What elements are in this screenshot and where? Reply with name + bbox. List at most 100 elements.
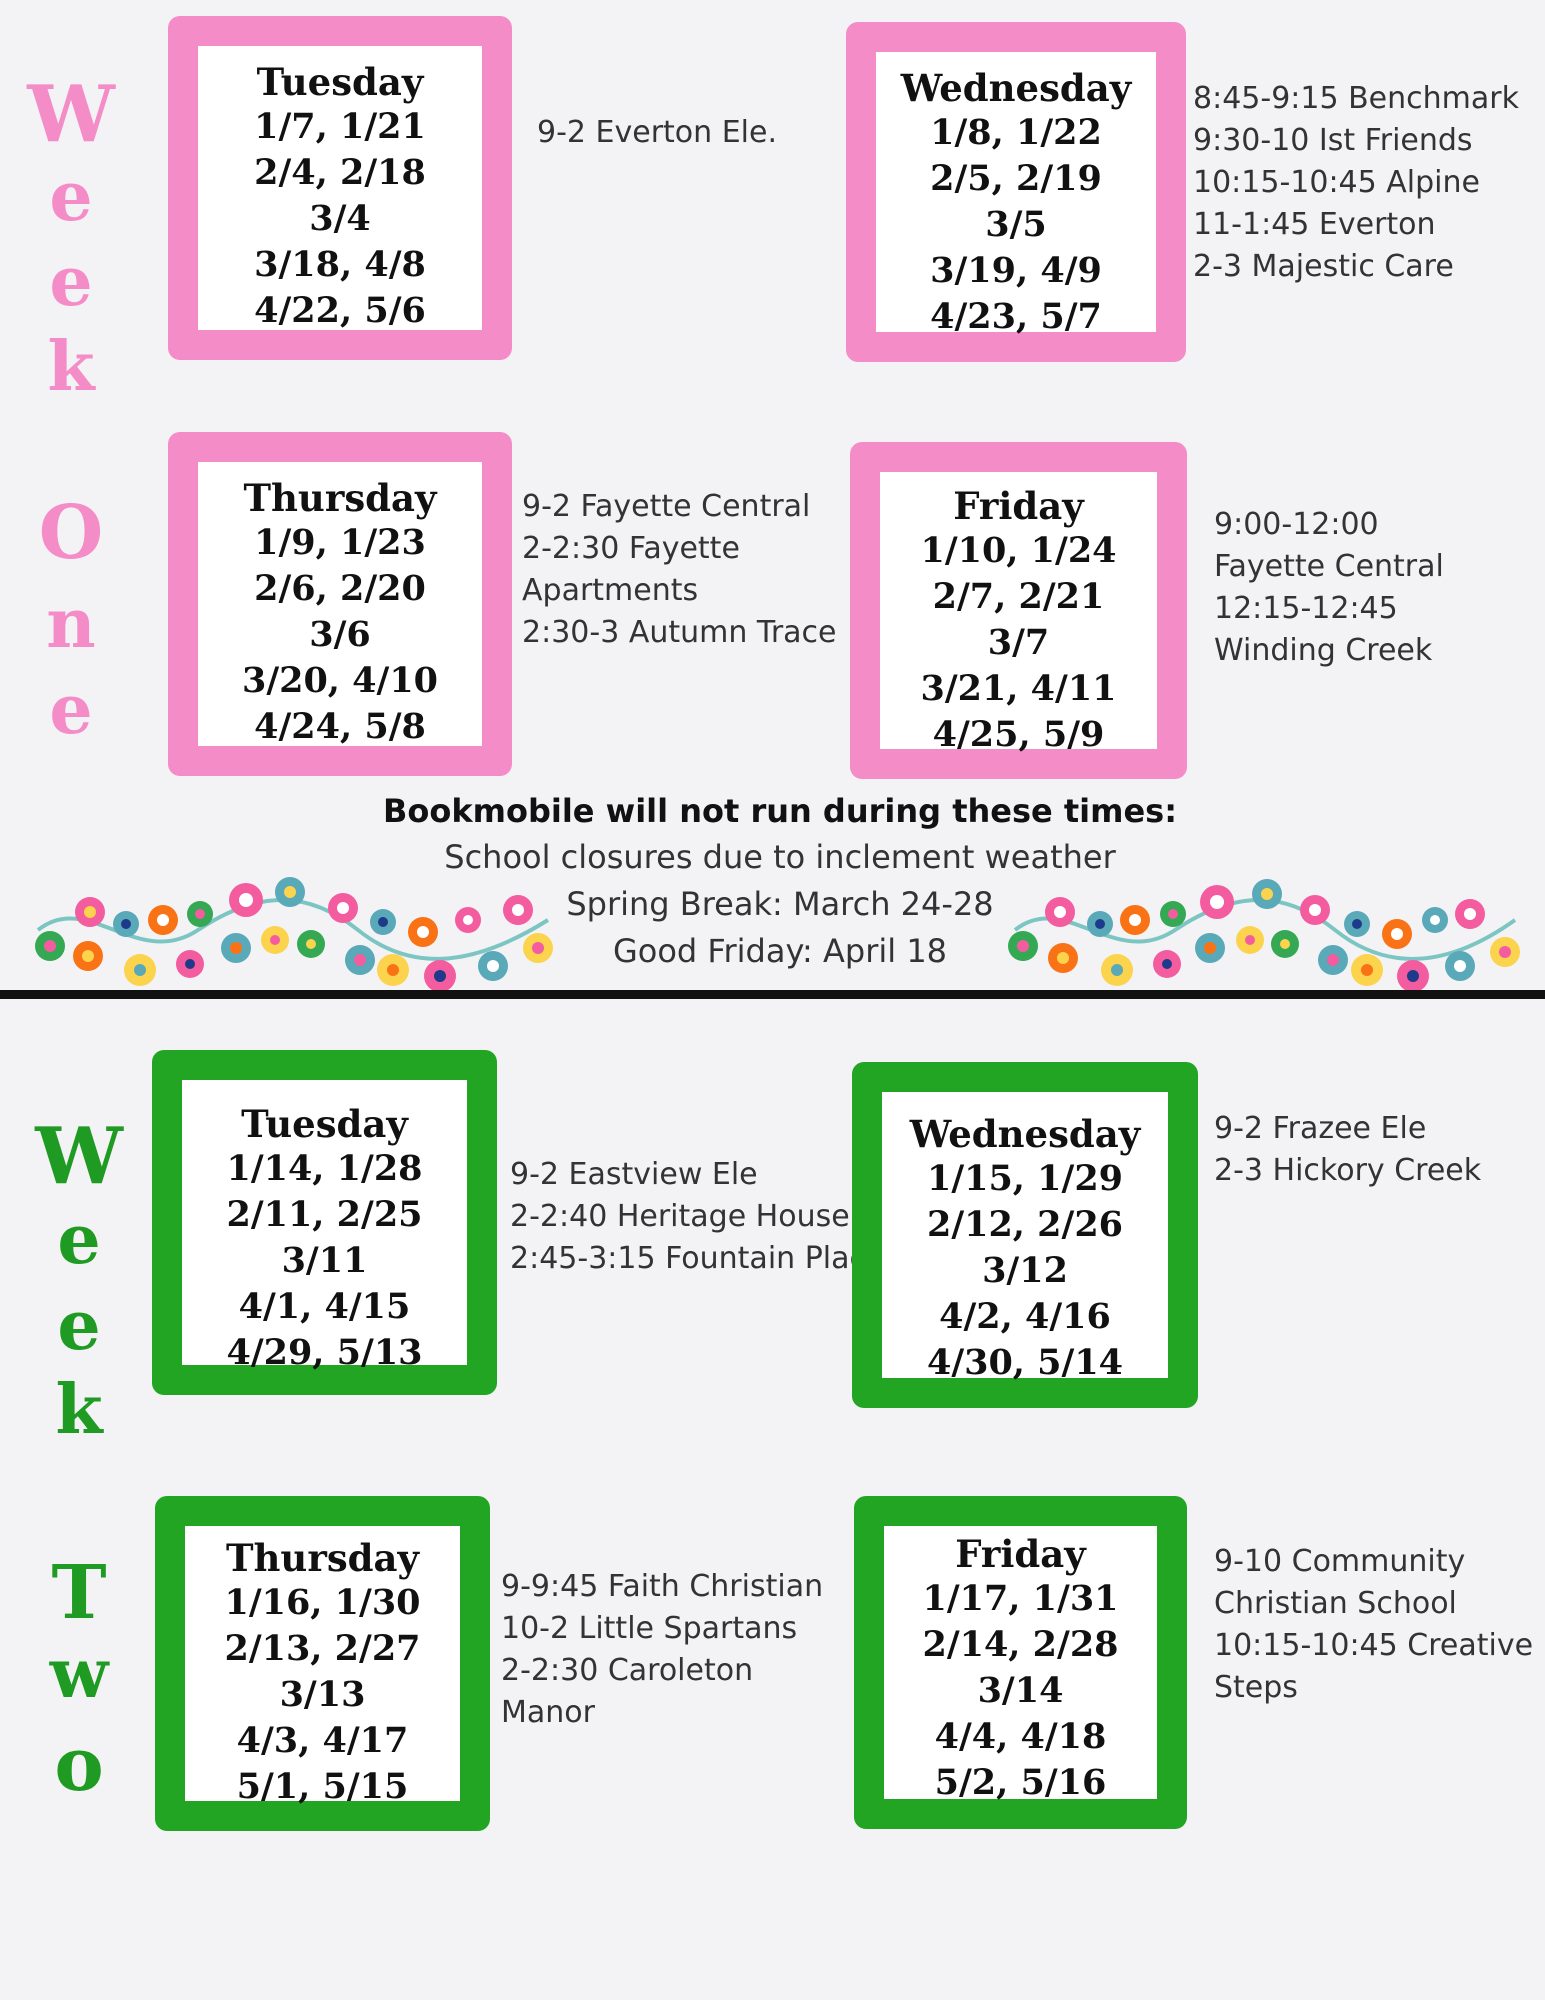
- date-line: 3/6: [309, 614, 371, 655]
- week-two-friday-schedule: 9-10 Community Christian School 10:15-10…: [1214, 1541, 1533, 1709]
- date-line: 4/3, 4/17: [236, 1720, 409, 1761]
- date-line: 3/5: [985, 204, 1047, 245]
- date-line: 4/29, 5/13: [226, 1332, 423, 1373]
- date-line: 2/14, 2/28: [922, 1624, 1119, 1665]
- date-line: 4/23, 5/7: [930, 296, 1102, 337]
- date-line: 3/11: [281, 1240, 368, 1281]
- week-one-friday-box: Friday 1/10, 1/24 2/7, 2/21 3/7 3/21, 4/…: [850, 442, 1187, 779]
- week-one-friday-schedule: 9:00-12:00 Fayette Central 12:15-12:45 W…: [1214, 504, 1444, 672]
- week-two-friday-box: Friday 1/17, 1/31 2/14, 2/28 3/14 4/4, 4…: [854, 1496, 1187, 1829]
- closure-notice: Bookmobile will not run during these tim…: [380, 788, 1180, 975]
- notice-line: School closures due to inclement weather: [444, 838, 1116, 876]
- week-two-thursday-box: Thursday 1/16, 1/30 2/13, 2/27 3/13 4/3,…: [155, 1496, 490, 1831]
- week-two-tuesday-box: Tuesday 1/14, 1/28 2/11, 2/25 3/11 4/1, …: [152, 1050, 497, 1395]
- week-two-letter: e: [57, 1286, 101, 1366]
- week-two-letter: T: [51, 1550, 107, 1636]
- date-line: 3/4: [309, 198, 371, 239]
- notice-line: Good Friday: April 18: [612, 932, 948, 970]
- schedule-line: 9-2 Eastview Ele: [510, 1157, 758, 1192]
- week-one-letter: O: [38, 490, 104, 576]
- schedule-line: Manor: [501, 1695, 595, 1730]
- week-two-letter: o: [54, 1722, 104, 1808]
- date-line: 4/30, 5/14: [926, 1342, 1124, 1383]
- date-line: 3/12: [982, 1250, 1068, 1291]
- date-line: 1/10, 1/24: [920, 530, 1117, 571]
- date-line: 3/18, 4/8: [254, 244, 426, 285]
- week-two-thursday-schedule: 9-9:45 Faith Christian 10-2 Little Spart…: [501, 1566, 823, 1734]
- date-line: 4/24, 5/8: [254, 706, 426, 747]
- date-line: 3/14: [977, 1670, 1064, 1711]
- week-one-wednesday-box: Wednesday 1/8, 1/22 2/5, 2/19 3/5 3/19, …: [846, 22, 1186, 362]
- week-one-tuesday-schedule: 9-2 Everton Ele.: [537, 112, 777, 154]
- schedule-line: 11-1:45 Everton: [1193, 207, 1436, 242]
- schedule-line: 12:15-12:45: [1214, 591, 1398, 626]
- week-two-letter: k: [55, 1370, 103, 1450]
- schedule-line: Fayette Central: [1214, 549, 1444, 584]
- date-line: 5/2, 5/16: [934, 1762, 1107, 1803]
- day-title: Thursday: [243, 476, 437, 520]
- date-line: 1/7, 1/21: [254, 106, 426, 147]
- section-divider: [0, 990, 1545, 999]
- schedule-line: Christian School: [1214, 1586, 1457, 1621]
- schedule-line: 9:30-10 Ist Friends: [1193, 123, 1473, 158]
- schedule-line: 9-9:45 Faith Christian: [501, 1569, 824, 1604]
- date-line: 1/16, 1/30: [224, 1582, 421, 1623]
- day-title: Friday: [955, 1532, 1086, 1576]
- date-line: 4/25, 5/9: [932, 714, 1105, 755]
- schedule-line: 2-3 Majestic Care: [1193, 249, 1454, 284]
- schedule-line: 9-2 Fayette Central: [522, 489, 811, 524]
- week-two-letter: w: [49, 1634, 109, 1714]
- day-title: Wednesday: [900, 66, 1132, 110]
- week-two-letter: e: [57, 1200, 101, 1280]
- date-line: 3/7: [987, 622, 1050, 663]
- week-one-wednesday-schedule: 8:45-9:15 Benchmark 9:30-10 Ist Friends …: [1193, 78, 1519, 288]
- day-title: Thursday: [225, 1536, 419, 1580]
- date-line: 1/15, 1/29: [926, 1158, 1124, 1199]
- schedule-line: Steps: [1214, 1670, 1298, 1705]
- date-line: 3/13: [279, 1674, 366, 1715]
- week-one-thursday-box: Thursday 1/9, 1/23 2/6, 2/20 3/6 3/20, 4…: [168, 432, 512, 776]
- schedule-line: 10:15-10:45 Alpine: [1193, 165, 1480, 200]
- date-line: 4/22, 5/6: [254, 290, 426, 331]
- week-one-letter: e: [49, 242, 93, 322]
- day-title: Tuesday: [241, 1102, 408, 1146]
- week-one-tuesday-box: Tuesday 1/7, 1/21 2/4, 2/18 3/4 3/18, 4/…: [168, 16, 512, 360]
- schedule-line: 2:45-3:15 Fountain Place: [510, 1241, 885, 1276]
- date-line: 2/5, 2/19: [930, 158, 1102, 199]
- date-line: 3/20, 4/10: [241, 660, 439, 701]
- day-title: Tuesday: [256, 60, 424, 104]
- notice-line: Spring Break: March 24-28: [566, 885, 994, 923]
- date-line: 1/14, 1/28: [226, 1148, 423, 1189]
- week-one-letter: e: [49, 157, 93, 237]
- date-line: 2/7, 2/21: [932, 576, 1105, 617]
- schedule-line: Apartments: [522, 573, 699, 608]
- date-line: 1/8, 1/22: [930, 112, 1102, 153]
- schedule-line: 2-2:40 Heritage House: [510, 1199, 850, 1234]
- schedule-line: Winding Creek: [1214, 633, 1433, 668]
- flower-garland-left: [35, 877, 553, 992]
- week-two-wednesday-schedule: 9-2 Frazee Ele 2-3 Hickory Creek: [1214, 1108, 1481, 1192]
- week-one-letter: n: [46, 584, 96, 664]
- date-line: 2/12, 2/26: [926, 1204, 1124, 1245]
- week-one-letter: e: [49, 670, 93, 750]
- date-line: 1/9, 1/23: [254, 522, 426, 563]
- schedule-line: 2-3 Hickory Creek: [1214, 1153, 1482, 1188]
- date-line: 2/13, 2/27: [224, 1628, 421, 1669]
- schedule-line: 9-10 Community: [1214, 1544, 1466, 1579]
- date-line: 1/17, 1/31: [922, 1578, 1119, 1619]
- date-line: 3/19, 4/9: [930, 250, 1102, 291]
- schedule-line: 10-2 Little Spartans: [501, 1611, 798, 1646]
- week-one-letter: W: [27, 69, 115, 160]
- schedule-line: 9-2 Everton Ele.: [537, 115, 777, 150]
- date-line: 5/1, 5/15: [236, 1766, 409, 1807]
- schedule-line: 10:15-10:45 Creative: [1214, 1628, 1534, 1663]
- day-title: Friday: [953, 484, 1084, 528]
- schedule-line: 8:45-9:15 Benchmark: [1193, 81, 1519, 116]
- schedule-line: 2-2:30 Fayette: [522, 531, 740, 566]
- week-one-letter: k: [47, 327, 95, 407]
- schedule-line: 2:30-3 Autumn Trace: [522, 615, 837, 650]
- date-line: 4/1, 4/15: [238, 1286, 411, 1327]
- week-two-tuesday-schedule: 9-2 Eastview Ele 2-2:40 Heritage House 2…: [510, 1154, 884, 1280]
- date-line: 4/4, 4/18: [934, 1716, 1107, 1757]
- notice-heading: Bookmobile will not run during these tim…: [382, 792, 1178, 830]
